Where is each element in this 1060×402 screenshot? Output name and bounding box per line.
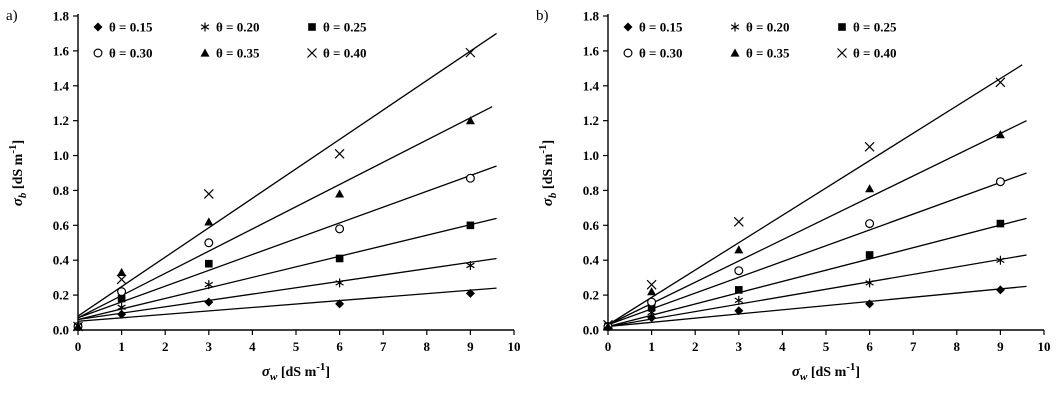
svg-text:8: 8 — [424, 339, 431, 354]
trend-line — [607, 217, 1027, 328]
chart-panel-b: b) 0 1 2 3 4 5 6 7 8 9 10 0.0 0.2 0.4 0.6 0.8 1.0 1.2 1.4 1… — [530, 0, 1060, 402]
svg-text:σw [dS m-1]: σw [dS m-1] — [262, 361, 330, 383]
legend-marker-square-icon — [308, 23, 316, 31]
legend-marker-square-icon — [838, 23, 846, 31]
svg-text:σb [dS m-1]: σb [dS m-1] — [537, 140, 559, 206]
chart-svg: 0 1 2 3 4 5 6 7 8 9 10 0.0 0.2 0.4 0.6 0.8 1.0 1.2 1.4 1.6 1… — [537, 9, 1051, 384]
legend-marker-circle-icon — [623, 48, 633, 58]
svg-text:0: 0 — [605, 339, 612, 354]
svg-text:0.8: 0.8 — [583, 183, 600, 198]
legend-label: θ = 0.30 — [639, 46, 682, 61]
legend-marker-triangle-icon — [730, 48, 740, 57]
svg-text:0.2: 0.2 — [583, 288, 599, 303]
svg-text:0.0: 0.0 — [583, 323, 599, 338]
svg-text:1.0: 1.0 — [53, 148, 69, 163]
legend-label: θ = 0.35 — [746, 46, 790, 61]
svg-text:1.4: 1.4 — [583, 78, 600, 93]
svg-text:1.0: 1.0 — [583, 148, 599, 163]
trend-line — [77, 32, 497, 317]
svg-text:7: 7 — [380, 339, 387, 354]
svg-text:6: 6 — [866, 339, 873, 354]
svg-text:1: 1 — [118, 339, 125, 354]
svg-text:0.4: 0.4 — [583, 253, 600, 268]
series-circle — [73, 173, 475, 332]
svg-text:1.8: 1.8 — [583, 9, 600, 24]
legend-label: θ = 0.25 — [853, 20, 897, 35]
svg-text:0.0: 0.0 — [53, 323, 69, 338]
trend-line — [77, 217, 497, 321]
series-square — [604, 219, 1005, 331]
svg-text:0.6: 0.6 — [583, 218, 600, 233]
svg-text:0.6: 0.6 — [53, 218, 70, 233]
svg-text:5: 5 — [293, 339, 300, 354]
svg-text:1.8: 1.8 — [53, 9, 70, 24]
svg-text:0: 0 — [75, 339, 82, 354]
svg-text:7: 7 — [910, 339, 917, 354]
svg-text:6: 6 — [336, 339, 343, 354]
legend-marker-x-icon — [837, 48, 847, 58]
svg-text:3: 3 — [736, 339, 743, 354]
chart-a: 0 1 2 3 4 5 6 7 8 9 10 0.0 0.2 0.4 0.6 0.8 1.0 1.2 1.4 1.6 1… — [7, 9, 521, 384]
svg-text:1.6: 1.6 — [53, 43, 70, 58]
trend-line — [77, 287, 497, 322]
legend-marker-x-icon — [307, 48, 317, 58]
svg-text:0.2: 0.2 — [53, 288, 69, 303]
legend-marker-diamond-icon — [623, 22, 633, 32]
svg-text:σw [dS m-1]: σw [dS m-1] — [792, 361, 860, 383]
svg-text:4: 4 — [779, 339, 786, 354]
legend-label: θ = 0.20 — [216, 20, 259, 35]
svg-text:10: 10 — [508, 339, 521, 354]
chart-b: 0 1 2 3 4 5 6 7 8 9 10 0.0 0.2 0.4 0.6 0.8 1.0 1.2 1.4 1.6 1… — [530, 0, 1060, 402]
legend-label: θ = 0.40 — [853, 46, 896, 61]
legend-label: θ = 0.35 — [216, 46, 260, 61]
trend-line — [607, 285, 1027, 328]
svg-text:10: 10 — [1038, 339, 1051, 354]
legend-marker-asterisk-icon — [200, 22, 210, 32]
legend-label: θ = 0.25 — [323, 20, 367, 35]
legend-marker-diamond-icon — [93, 22, 103, 32]
trend-line — [607, 64, 1023, 326]
trend-line — [607, 254, 1027, 328]
legend-marker-circle-icon — [93, 48, 103, 58]
svg-text:1.4: 1.4 — [53, 78, 70, 93]
series-x — [73, 47, 476, 332]
panel-label-a: a) — [6, 8, 18, 24]
trend-line — [607, 172, 1027, 326]
chart-svg: 0 1 2 3 4 5 6 7 8 9 10 0.0 0.2 0.4 0.6 0.8 1.0 1.2 1.4 1.6 1… — [7, 9, 521, 384]
legend-marker-asterisk-icon — [730, 22, 740, 32]
trend-line — [77, 257, 497, 321]
svg-text:3: 3 — [206, 339, 213, 354]
legend-label: θ = 0.15 — [109, 20, 153, 35]
legend-marker-triangle-icon — [200, 48, 210, 57]
series-x — [603, 77, 1006, 330]
legend-label: θ = 0.30 — [109, 46, 152, 61]
series-triangle — [603, 130, 1005, 331]
svg-text:5: 5 — [823, 339, 830, 354]
svg-text:2: 2 — [692, 339, 699, 354]
legend-label: θ = 0.15 — [639, 20, 683, 35]
svg-text:4: 4 — [249, 339, 256, 354]
svg-text:σb [dS m-1]: σb [dS m-1] — [7, 140, 29, 206]
svg-text:9: 9 — [997, 339, 1004, 354]
panel-label-b: b) — [536, 8, 549, 24]
svg-text:0.8: 0.8 — [53, 183, 70, 198]
legend-label: θ = 0.40 — [323, 46, 366, 61]
svg-text:8: 8 — [954, 339, 961, 354]
svg-text:2: 2 — [162, 339, 169, 354]
trend-line — [77, 165, 497, 319]
trend-line — [607, 120, 1027, 326]
svg-text:9: 9 — [467, 339, 474, 354]
trend-line — [77, 106, 493, 319]
svg-text:1.2: 1.2 — [583, 113, 599, 128]
svg-text:1.6: 1.6 — [583, 43, 600, 58]
svg-text:0.4: 0.4 — [53, 253, 70, 268]
svg-text:1: 1 — [648, 339, 655, 354]
svg-text:1.2: 1.2 — [53, 113, 69, 128]
legend-label: θ = 0.20 — [746, 20, 789, 35]
chart-panel-a: a) 0 1 2 3 4 5 6 7 8 9 10 0.0 0.2 0.4 0.6 0.8 1.0 1.2 1.4 1… — [6, 8, 521, 384]
